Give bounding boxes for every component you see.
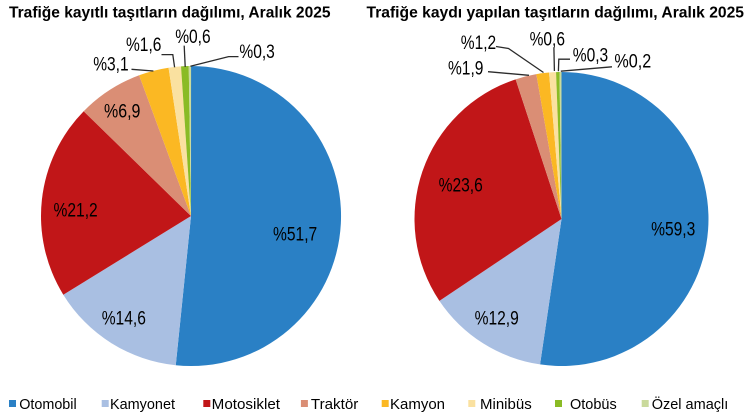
svg-text:%51,7: %51,7 — [273, 225, 317, 246]
svg-text:Traktör: Traktör — [311, 396, 358, 413]
svg-text:%1,2: %1,2 — [461, 33, 496, 54]
svg-text:Kamyonet: Kamyonet — [110, 396, 176, 413]
svg-text:%1,6: %1,6 — [126, 35, 161, 56]
svg-text:%14,6: %14,6 — [102, 309, 146, 330]
svg-text:%0,6: %0,6 — [175, 27, 210, 48]
svg-text:Minibüs: Minibüs — [480, 396, 532, 413]
svg-text:%21,2: %21,2 — [54, 201, 98, 222]
svg-text:%0,3: %0,3 — [239, 42, 274, 63]
svg-text:%6,9: %6,9 — [104, 102, 140, 123]
svg-text:%1,9: %1,9 — [448, 58, 483, 79]
svg-text:%0,6: %0,6 — [530, 30, 565, 51]
svg-text:Otomobil: Otomobil — [19, 396, 76, 413]
svg-text:Otobüs: Otobüs — [570, 396, 617, 413]
svg-text:%23,6: %23,6 — [439, 176, 483, 197]
svg-text:%12,9: %12,9 — [475, 309, 519, 330]
svg-text:Trafiğe kayıtlı taşıtların dağ: Trafiğe kayıtlı taşıtların dağılımı, Ara… — [9, 5, 331, 22]
svg-text:Motosiklet: Motosiklet — [212, 396, 281, 413]
svg-text:%59,3: %59,3 — [651, 220, 695, 241]
svg-text:Kamyon: Kamyon — [390, 396, 445, 413]
svg-text:Trafiğe kaydı yapılan taşıtlar: Trafiğe kaydı yapılan taşıtların dağılım… — [367, 5, 745, 22]
svg-text:Özel amaçlı: Özel amaçlı — [652, 395, 729, 413]
svg-text:%0,2: %0,2 — [614, 52, 651, 73]
svg-text:%3,1: %3,1 — [93, 55, 128, 76]
svg-text:%0,3: %0,3 — [573, 46, 608, 67]
